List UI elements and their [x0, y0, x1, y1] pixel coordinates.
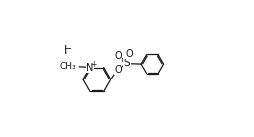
- Text: S: S: [124, 58, 130, 68]
- Text: CH₃: CH₃: [59, 62, 76, 71]
- Text: I: I: [64, 44, 67, 57]
- Text: O: O: [114, 51, 122, 61]
- Text: O: O: [125, 49, 133, 58]
- Text: N: N: [86, 63, 94, 73]
- Text: −: −: [64, 44, 72, 54]
- Text: +: +: [91, 60, 97, 69]
- Text: O: O: [114, 65, 122, 75]
